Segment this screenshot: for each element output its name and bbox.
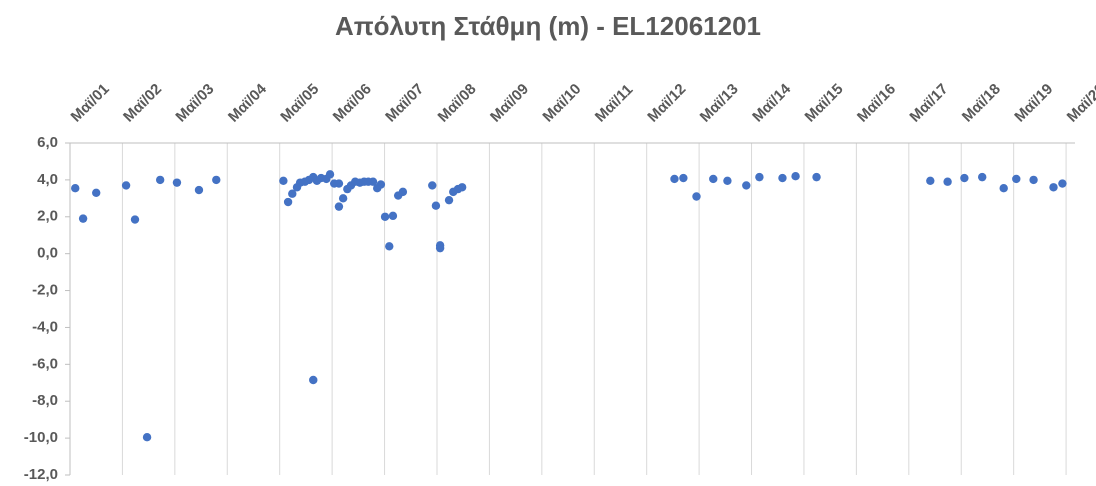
point — [791, 172, 800, 181]
y-tick-label: -4,0 — [32, 318, 58, 335]
y-tick-label: -6,0 — [32, 355, 58, 372]
point — [155, 175, 165, 185]
point — [778, 173, 787, 183]
point — [723, 176, 732, 186]
point — [194, 185, 204, 195]
point — [376, 180, 386, 189]
y-tick-label: -10,0 — [24, 429, 58, 446]
x-tick-label: Μαϊ/11 — [592, 81, 636, 125]
point — [71, 183, 80, 193]
point — [388, 211, 398, 221]
point — [334, 179, 344, 188]
x-tick-label: Μαϊ/14 — [749, 80, 795, 126]
x-tick-label: Μαϊ/17 — [906, 81, 951, 126]
x-tick-label: Μαϊ/16 — [854, 81, 899, 126]
point — [742, 181, 751, 190]
point — [130, 215, 140, 224]
point — [679, 173, 688, 183]
x-tick-label: Μαϊ/08 — [435, 81, 480, 126]
point — [999, 183, 1008, 193]
point — [309, 375, 318, 385]
x-tick-label: Μαϊ/18 — [959, 81, 1004, 126]
x-tick-label: Μαϊ/09 — [487, 81, 532, 126]
y-tick-label: 4,0 — [37, 171, 58, 188]
point — [960, 173, 969, 183]
x-tick-label: Μαϊ/10 — [539, 81, 584, 126]
point — [755, 172, 764, 182]
point — [1058, 179, 1067, 188]
x-tick-label: Μαϊ/03 — [172, 81, 217, 126]
y-tick-label: -8,0 — [32, 392, 58, 409]
point — [172, 178, 182, 187]
point — [288, 189, 297, 198]
x-tick-label: Μαϊ/01 — [68, 81, 113, 126]
point — [428, 181, 437, 190]
point — [457, 183, 467, 192]
point — [670, 174, 679, 184]
point — [709, 174, 718, 184]
y-tick-label: 6,0 — [37, 134, 58, 151]
point — [435, 243, 445, 253]
point — [1049, 183, 1058, 192]
point — [368, 177, 378, 186]
y-tick-label: 0,0 — [37, 245, 58, 262]
x-tick-label: Μαϊ/20 — [1064, 81, 1096, 126]
point — [380, 212, 390, 221]
point — [692, 192, 701, 201]
x-tick-label: Μαϊ/06 — [330, 81, 375, 126]
x-tick-label: Μαϊ/05 — [277, 81, 322, 126]
x-tick-label: Μαϊ/15 — [802, 81, 847, 126]
point — [1029, 175, 1038, 185]
x-tick-label: Μαϊ/07 — [382, 81, 427, 126]
point — [279, 176, 288, 186]
x-tick-label: Μαϊ/12 — [644, 81, 689, 126]
point — [338, 194, 348, 203]
point — [431, 201, 441, 210]
point — [1012, 174, 1021, 184]
x-tick-label: Μαϊ/19 — [1011, 81, 1056, 126]
point — [385, 242, 394, 251]
x-tick-label: Μαϊ/04 — [225, 80, 271, 126]
point — [121, 181, 131, 190]
point — [943, 177, 952, 186]
point — [142, 432, 152, 442]
point — [212, 175, 221, 185]
point — [398, 187, 408, 197]
point — [926, 176, 935, 186]
chart-title: Απόλυτη Στάθμη (m) - EL12061201 — [335, 11, 761, 41]
y-tick-label: -2,0 — [32, 282, 58, 299]
point — [325, 170, 335, 179]
x-tick-label: Μαϊ/02 — [120, 81, 165, 126]
point — [978, 172, 987, 182]
point — [92, 188, 101, 197]
point — [444, 195, 454, 205]
point — [334, 202, 344, 211]
point — [812, 172, 821, 182]
point — [283, 197, 293, 207]
y-tick-label: -12,0 — [24, 466, 58, 483]
y-tick-label: 2,0 — [37, 208, 58, 225]
x-tick-label: Μαϊ/13 — [697, 81, 742, 126]
point — [78, 214, 88, 223]
